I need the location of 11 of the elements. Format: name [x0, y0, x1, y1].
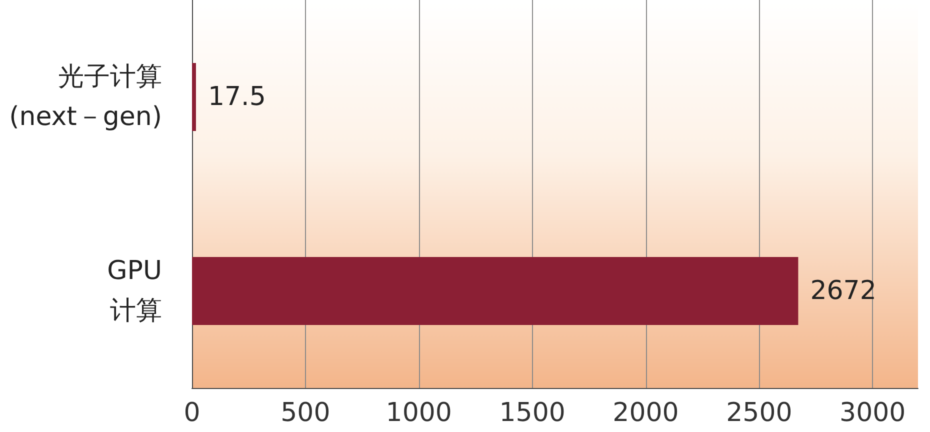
- y-tick-label: GPU 计算: [107, 256, 162, 326]
- x-tick-label: 1500: [499, 398, 566, 428]
- y-tick-label: 光子计算 (next－gen): [9, 62, 162, 132]
- x-tick-label: 1000: [386, 398, 452, 428]
- x-tick-label: 0: [184, 398, 200, 428]
- x-tick-label: 500: [280, 398, 330, 428]
- x-tick-label: 2000: [612, 398, 679, 428]
- x-tick-label: 2500: [726, 398, 792, 428]
- data-label: 17.5: [208, 82, 266, 112]
- data-label: 2672: [810, 276, 876, 306]
- x-tick-label: 3000: [840, 398, 906, 428]
